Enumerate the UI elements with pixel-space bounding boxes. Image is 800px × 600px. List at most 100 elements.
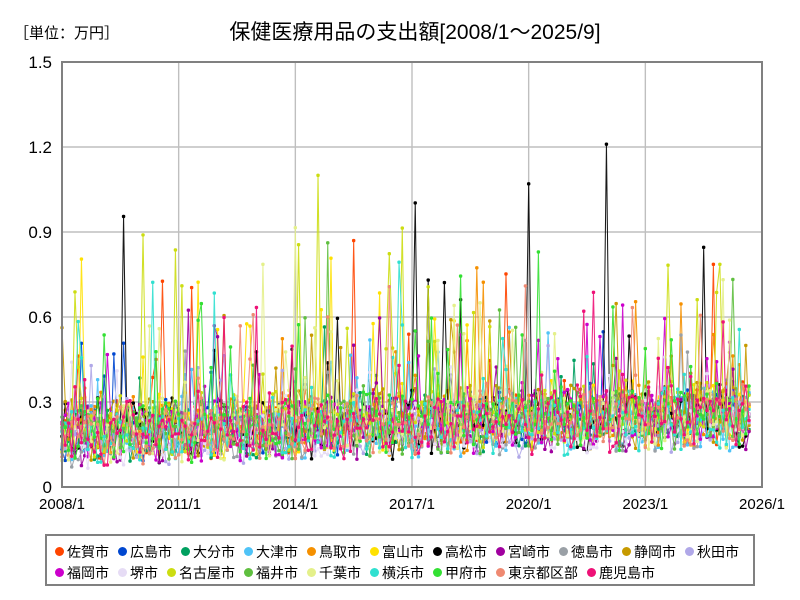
data-point <box>183 424 187 428</box>
data-point <box>462 425 466 429</box>
data-point <box>160 407 165 411</box>
data-point <box>601 427 605 431</box>
legend-label: 大分市 <box>193 543 235 560</box>
data-point <box>193 432 197 436</box>
data-point <box>676 440 680 445</box>
data-point <box>523 422 528 427</box>
data-point <box>319 403 323 407</box>
data-point <box>131 394 135 399</box>
data-point <box>685 420 690 424</box>
data-point <box>666 435 670 439</box>
data-point <box>238 412 242 416</box>
x-tick-label: 2008/1 <box>39 496 85 513</box>
data-point <box>329 400 333 404</box>
legend-item-鳥取市[interactable]: 鳥取市 <box>307 544 361 560</box>
legend-item-東京都区部[interactable]: 東京都区部 <box>496 565 578 581</box>
legend-item-徳島市[interactable]: 徳島市 <box>559 544 613 560</box>
legend-item-富山市[interactable]: 富山市 <box>370 544 424 560</box>
data-point <box>682 410 686 414</box>
data-point <box>507 425 511 430</box>
data-point <box>682 444 686 448</box>
data-point <box>108 460 113 464</box>
data-point <box>332 455 336 459</box>
data-point <box>361 390 366 394</box>
data-point <box>280 456 285 460</box>
data-point <box>390 441 395 445</box>
data-point <box>718 446 722 450</box>
legend-row: 佐賀市 広島市 大分市 大津市 鳥取市 富山市 高松市 宮崎市 徳島市 静岡市 秋田市 <box>55 541 747 562</box>
data-point <box>157 460 161 464</box>
data-point <box>92 455 97 459</box>
data-point <box>478 389 482 393</box>
data-point <box>176 412 181 416</box>
data-point <box>455 446 460 450</box>
data-point <box>371 391 375 396</box>
legend-item-鹿児島市[interactable]: 鹿児島市 <box>587 565 655 581</box>
data-point <box>164 407 168 412</box>
data-point <box>420 414 424 418</box>
legend-item-広島市[interactable]: 広島市 <box>118 544 172 560</box>
legend-label: 福井市 <box>256 564 298 581</box>
data-point <box>481 399 485 403</box>
data-point <box>708 438 712 442</box>
data-point <box>705 357 709 361</box>
legend-item-千葉市[interactable]: 千葉市 <box>307 565 361 581</box>
data-point <box>624 449 628 453</box>
data-point <box>371 450 375 455</box>
data-point <box>118 434 123 439</box>
data-point <box>186 308 191 312</box>
data-point <box>316 440 320 444</box>
legend-item-大津市[interactable]: 大津市 <box>244 544 298 560</box>
legend-item-横浜市[interactable]: 横浜市 <box>370 565 424 581</box>
legend-item-秋田市[interactable]: 秋田市 <box>685 544 739 560</box>
legend-label: 堺市 <box>130 564 158 581</box>
data-point <box>89 407 93 412</box>
data-point <box>209 408 213 413</box>
legend-item-福岡市[interactable]: 福岡市 <box>55 565 109 581</box>
data-point <box>501 414 505 419</box>
data-point <box>510 328 515 333</box>
data-point <box>407 444 411 448</box>
data-point <box>245 322 249 326</box>
data-point <box>510 430 515 435</box>
data-point <box>462 444 466 448</box>
legend-item-宮崎市[interactable]: 宮崎市 <box>496 544 550 560</box>
legend-item-静岡市[interactable]: 静岡市 <box>622 544 676 560</box>
data-point <box>92 457 97 462</box>
data-point <box>167 462 171 467</box>
data-point <box>79 356 84 360</box>
data-point <box>241 430 246 434</box>
legend-item-堺市[interactable]: 堺市 <box>118 565 158 581</box>
data-point <box>248 357 252 361</box>
data-point <box>494 436 498 440</box>
data-point <box>630 394 635 398</box>
data-point <box>115 369 119 373</box>
legend-item-高松市[interactable]: 高松市 <box>433 544 487 560</box>
data-point <box>565 387 570 392</box>
data-point <box>514 443 518 448</box>
legend-item-佐賀市[interactable]: 佐賀市 <box>55 544 109 560</box>
data-point <box>442 443 447 448</box>
data-point <box>99 390 103 395</box>
data-point <box>685 388 690 392</box>
data-point <box>731 445 735 449</box>
data-point <box>520 437 524 442</box>
data-point <box>689 374 693 379</box>
data-point <box>663 419 667 424</box>
legend-item-大分市[interactable]: 大分市 <box>181 544 235 560</box>
data-point <box>569 421 573 425</box>
data-point <box>164 397 168 402</box>
data-point <box>215 335 220 339</box>
data-point <box>633 396 638 400</box>
data-point <box>517 407 521 411</box>
data-point <box>115 415 119 419</box>
data-point <box>410 413 414 418</box>
data-point <box>445 347 450 352</box>
data-point <box>199 459 204 463</box>
data-point <box>164 459 168 464</box>
legend-item-名古屋市[interactable]: 名古屋市 <box>167 565 235 581</box>
legend-item-福井市[interactable]: 福井市 <box>244 565 298 581</box>
data-point <box>727 398 732 402</box>
legend-item-甲府市[interactable]: 甲府市 <box>433 565 487 581</box>
data-point <box>274 453 278 457</box>
